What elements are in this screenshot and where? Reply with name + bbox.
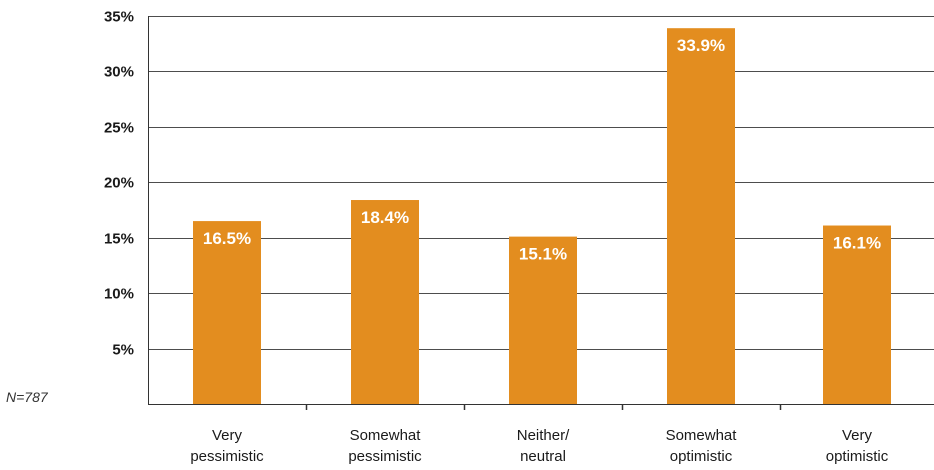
bar-value-label: 18.4%	[361, 208, 409, 227]
y-tick-label: 10%	[104, 286, 134, 303]
y-tick-label: 35%	[104, 9, 134, 26]
y-tick-label: 15%	[104, 231, 134, 248]
bar-value-label: 15.1%	[519, 245, 567, 264]
y-tick-label: 5%	[112, 342, 134, 359]
x-category-label: Very pessimistic	[190, 427, 264, 465]
bar-value-label: 16.1%	[833, 234, 881, 253]
bar	[193, 221, 261, 404]
bar-value-label: 16.5%	[203, 229, 251, 248]
axes	[148, 16, 934, 410]
sample-size-note: N=787	[6, 389, 48, 405]
bar-value-label: 33.9%	[677, 36, 725, 55]
bars: 16.5% 18.4% 15.1% 33.9% 16.1%	[193, 28, 891, 405]
bar	[351, 200, 419, 404]
bar	[509, 236, 577, 404]
y-tick-label: 30%	[104, 64, 134, 81]
y-tick-label: 20%	[104, 175, 134, 192]
x-axis-categories: Very pessimistic Somewhat pessimistic Neithe…	[190, 427, 888, 465]
bar	[823, 225, 891, 404]
x-category-label: Very optimistic	[826, 427, 889, 465]
x-category-label: Somewhat pessimistic	[348, 427, 422, 465]
bar	[667, 28, 735, 405]
x-category-label: Somewhat optimistic	[666, 427, 738, 465]
y-axis-ticks: 5% 10% 15% 20% 25% 30% 35%	[104, 9, 134, 359]
x-category-label: Neither/neutral	[517, 427, 570, 465]
y-tick-label: 25%	[104, 120, 134, 137]
